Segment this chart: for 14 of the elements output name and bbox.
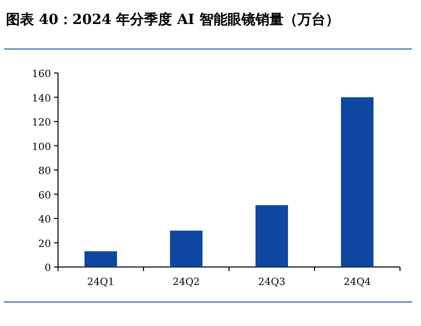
y-tick-label: 0 [44, 263, 51, 274]
x-tick-label: 24Q2 [172, 277, 200, 288]
y-tick-label: 100 [32, 142, 51, 153]
x-tick-label: 24Q3 [258, 277, 286, 288]
y-tick-label: 40 [38, 214, 51, 226]
x-tick-label: 24Q4 [344, 277, 371, 288]
y-tick-label: 160 [32, 69, 51, 80]
y-tick-label: 20 [38, 238, 51, 250]
x-tick-label: 24Q1 [87, 277, 114, 288]
y-tick-label: 120 [32, 118, 51, 128]
y-tick-label: 80 [38, 166, 51, 177]
y-tick-label: 60 [38, 190, 51, 202]
y-tick-label: 140 [32, 93, 51, 104]
title: 图表 40：2024 年分季度 AI 智能眼镜销量（万台） [6, 12, 340, 28]
